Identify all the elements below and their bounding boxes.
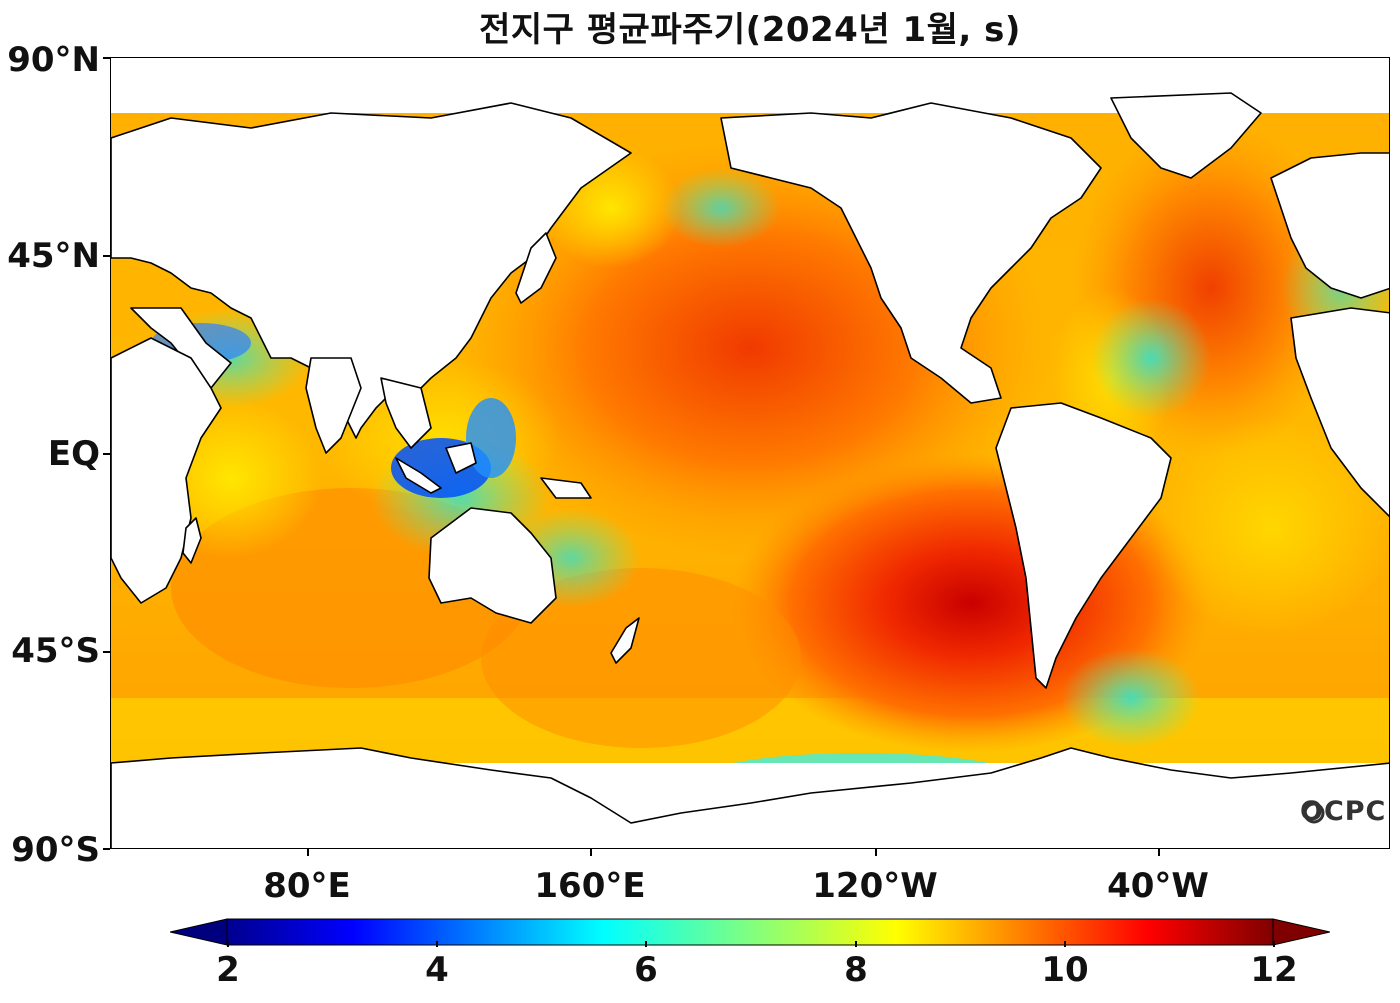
lat-tick bbox=[103, 651, 110, 653]
colorbar-label: 6 bbox=[634, 950, 658, 990]
ocpc-watermark: OCPC bbox=[1300, 796, 1387, 827]
lon-label-40w: 40°W bbox=[1107, 866, 1209, 906]
colorbar-label: 4 bbox=[425, 950, 449, 990]
map-frame bbox=[110, 57, 1390, 849]
lon-tick bbox=[590, 849, 592, 856]
lat-label-90s: 90°S bbox=[11, 830, 100, 870]
wave-period-map bbox=[111, 58, 1389, 848]
lat-label-eq: EQ bbox=[47, 434, 100, 474]
lon-tick bbox=[875, 849, 877, 856]
colorbar-extend-high bbox=[1272, 918, 1331, 946]
colorbar-tick bbox=[436, 941, 438, 947]
colorbar-tick bbox=[227, 941, 229, 947]
lon-tick bbox=[1158, 849, 1160, 856]
lon-label-160e: 160°E bbox=[534, 866, 646, 906]
lat-tick bbox=[103, 57, 110, 59]
lat-label-45n: 45°N bbox=[7, 236, 100, 276]
lat-label-90n: 90°N bbox=[7, 40, 100, 80]
colorbar-label: 10 bbox=[1041, 950, 1089, 990]
colorbar bbox=[169, 918, 1331, 946]
map-title: 전지구 평균파주기(2024년 1월, s) bbox=[479, 10, 1021, 50]
colorbar-tick bbox=[645, 941, 647, 947]
ocpc-logo-icon bbox=[1303, 802, 1325, 824]
colorbar-label: 12 bbox=[1250, 950, 1298, 990]
colorbar-tick bbox=[855, 941, 857, 947]
lat-tick bbox=[103, 848, 110, 850]
lon-label-120w: 120°W bbox=[812, 866, 938, 906]
colorbar-label: 8 bbox=[844, 950, 868, 990]
colorbar-label: 2 bbox=[216, 950, 240, 990]
lon-tick bbox=[307, 849, 309, 856]
lat-tick bbox=[103, 255, 110, 257]
lat-label-45s: 45°S bbox=[11, 631, 100, 671]
colorbar-tick bbox=[1064, 941, 1066, 947]
colorbar-tick bbox=[1273, 941, 1275, 947]
lon-label-80e: 80°E bbox=[263, 866, 351, 906]
colorbar-extend-low bbox=[169, 918, 228, 946]
lat-tick bbox=[103, 453, 110, 455]
colorbar-gradient bbox=[226, 918, 1274, 946]
